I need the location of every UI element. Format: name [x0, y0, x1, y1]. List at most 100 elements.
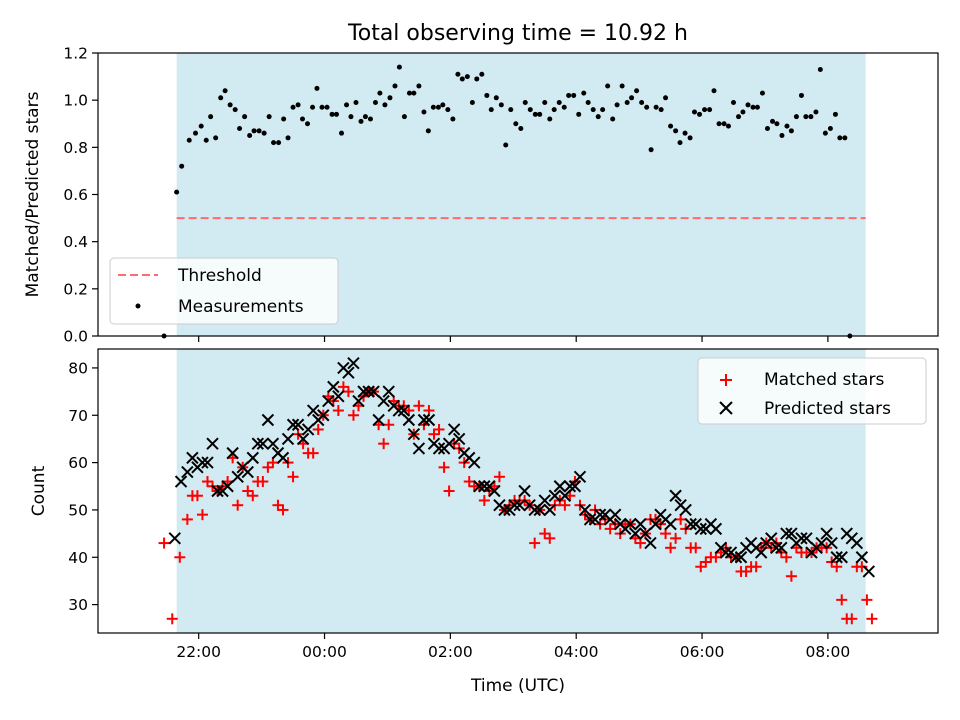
predicted-star-point	[422, 413, 436, 427]
measurement-point	[329, 111, 335, 117]
measurement-point	[310, 104, 316, 110]
matched-star-point	[181, 513, 193, 525]
measurement-point	[474, 76, 480, 82]
predicted-star-point	[281, 432, 295, 446]
matched-star-point	[695, 561, 707, 573]
predicted-star-point	[261, 413, 275, 427]
matched-star-point	[861, 594, 873, 606]
measurement-point	[663, 95, 669, 101]
predicted-star-point	[508, 498, 521, 512]
measurement-point	[547, 116, 553, 122]
measurement-point	[687, 135, 693, 141]
measurement-point	[600, 107, 606, 113]
measurement-point	[537, 111, 543, 117]
matched-star-point	[740, 565, 752, 577]
measurement-point	[344, 102, 350, 108]
measurement-point	[232, 107, 238, 113]
bottom-legend-box	[697, 357, 927, 425]
measurement-point	[377, 90, 383, 96]
predicted-star-point	[719, 546, 733, 559]
matched-star-point	[247, 490, 259, 502]
matched-star-point	[272, 499, 284, 511]
measurements-legend-swatch	[135, 303, 141, 309]
matched-star-point	[428, 428, 440, 440]
predicted-star-point	[362, 385, 375, 398]
measurement-points	[161, 64, 853, 339]
matched-star-point	[277, 504, 289, 516]
predicted-star-point	[256, 437, 270, 450]
predicted-star-point	[296, 432, 310, 446]
matched-star-point	[438, 461, 450, 473]
measurement-point	[585, 100, 591, 106]
predicted-star-point	[206, 437, 219, 450]
predicted-star-points	[168, 356, 875, 578]
predicted-star-point	[211, 484, 224, 498]
measurement-point	[440, 102, 446, 108]
matched-star-point	[665, 542, 677, 554]
measurement-point	[387, 95, 393, 101]
predicted-star-point	[513, 498, 526, 512]
measurement-point	[425, 128, 431, 134]
measurement-point	[435, 104, 441, 110]
measurement-point	[348, 114, 354, 120]
predicted-legend-swatch	[719, 401, 733, 415]
matched-star-point	[846, 613, 858, 625]
measurement-point	[614, 102, 620, 108]
predicted-star-point	[478, 480, 491, 493]
bottom-panel: 30 40 50 60 70 80 22:00 00:00 02:00 04:00 06:00 08…	[29, 348, 939, 696]
y-tick-label: 0.6	[63, 186, 88, 204]
measurement-point	[595, 114, 601, 120]
matched-star-point	[307, 447, 319, 459]
x-tick-label: 04:00	[554, 643, 599, 661]
matched-star-point	[478, 494, 490, 506]
predicted-star-point	[775, 541, 788, 555]
measurement-point	[367, 116, 373, 122]
predicted-star-point	[286, 418, 300, 431]
matched-star-point	[690, 542, 702, 554]
measurement-point	[518, 125, 524, 131]
matched-star-point	[493, 471, 505, 483]
matched-star-point	[529, 537, 541, 549]
measurement-point	[271, 140, 277, 146]
predicted-star-point	[558, 489, 572, 502]
predicted-star-point	[201, 456, 214, 469]
predicted-star-point	[800, 532, 813, 545]
predicted-star-point	[830, 551, 843, 564]
matched-star-point	[413, 400, 425, 412]
measurement-point	[707, 107, 713, 113]
predicted-star-point	[332, 390, 345, 403]
measurement-point	[198, 123, 204, 129]
measurement-point	[464, 74, 470, 80]
predicted-star-point	[357, 385, 370, 398]
predicted-star-point	[820, 527, 833, 540]
measurement-point	[421, 109, 427, 115]
measurement-point	[208, 114, 214, 120]
predicted-star-point	[795, 532, 808, 545]
measurement-point	[668, 123, 674, 129]
matched-star-point	[443, 485, 455, 497]
measurement-point	[285, 135, 291, 141]
measurement-point	[242, 114, 248, 120]
matched-star-point	[866, 613, 878, 625]
measurement-point	[362, 114, 368, 120]
measurement-point	[281, 116, 287, 122]
matched-star-point	[232, 499, 244, 511]
predicted-star-point	[669, 489, 682, 502]
matched-star-point	[604, 523, 616, 535]
measurement-point	[319, 104, 325, 110]
x-tick-label: 02:00	[428, 643, 473, 661]
measurement-point	[532, 111, 538, 117]
matched-star-point	[262, 461, 274, 473]
measurement-point	[556, 100, 562, 106]
top-panel: 0.0 0.2 0.4 0.6 0.8 1.0 1.2 Total observing ti…	[23, 21, 939, 346]
measurement-point	[522, 100, 528, 106]
measurement-point	[658, 107, 664, 113]
predicted-star-point	[825, 536, 838, 550]
predicted-star-point	[417, 413, 431, 427]
predicted-star-point	[649, 517, 662, 531]
matched-star-point	[463, 476, 475, 488]
measurement-point	[295, 102, 301, 108]
predicted-star-point	[174, 475, 188, 488]
measurement-point	[493, 95, 499, 101]
matched-star-point	[750, 561, 762, 573]
